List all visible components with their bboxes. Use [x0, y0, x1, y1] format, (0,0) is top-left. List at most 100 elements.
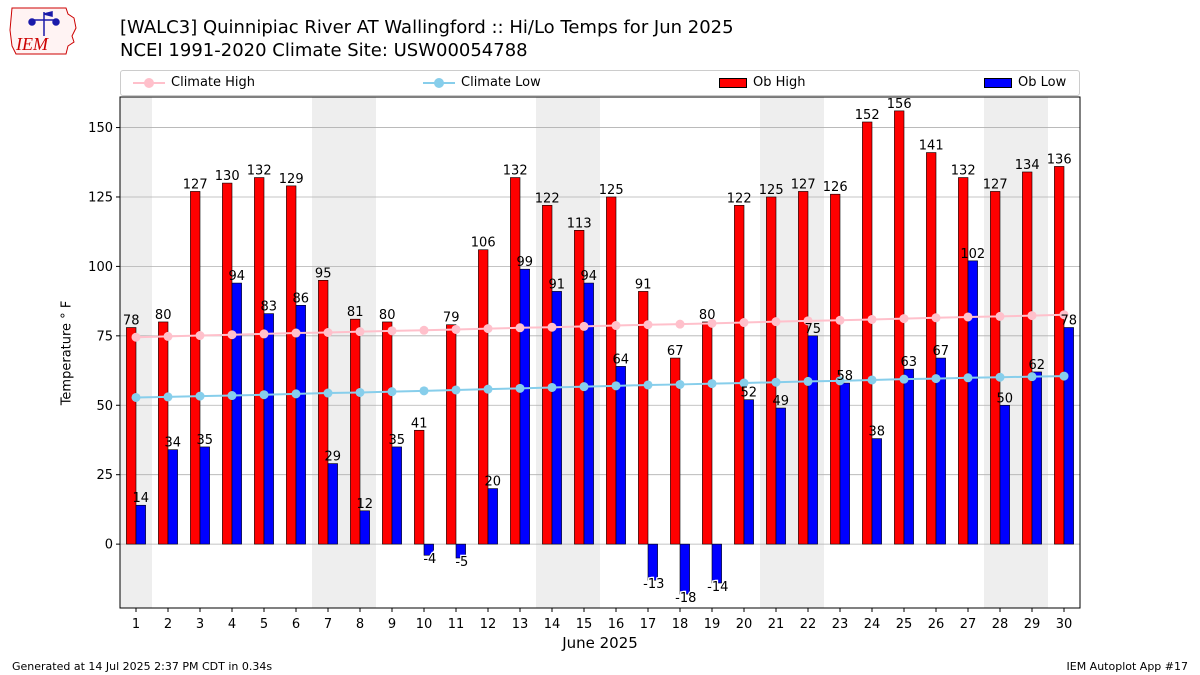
ob-high-label: 141: [919, 139, 944, 154]
ob-high-bar: [990, 191, 1001, 545]
climate-high-point: [195, 331, 205, 341]
climate-low-point: [675, 379, 685, 389]
ob-low-label: 83: [261, 300, 278, 315]
ob-low-label: 78: [1061, 314, 1078, 329]
legend-climate-high: Climate High: [133, 75, 255, 90]
ob-low-bar: [807, 335, 818, 545]
x-tick-label: 10: [416, 617, 433, 632]
ob-high-bar: [446, 324, 457, 545]
ob-high-bar: [382, 321, 393, 545]
climate-lines: [131, 310, 1069, 402]
climate-high-swatch-icon: [133, 76, 165, 90]
ob-low-label: 62: [1029, 358, 1046, 373]
climate-low-point: [483, 384, 493, 394]
ob-high-bar: [414, 429, 425, 545]
climate-low-point: [707, 379, 717, 389]
ob-low-label: 94: [229, 269, 246, 284]
climate-high-point: [867, 314, 877, 324]
ob-high-bar: [542, 205, 553, 545]
ob-low-bar: [871, 438, 882, 545]
x-tick-label: 15: [576, 617, 593, 632]
weekend-band: [312, 97, 376, 608]
ob-low-bar: [167, 449, 178, 545]
ob-low-label: 75: [805, 322, 822, 337]
legend-ob-low: Ob Low: [984, 75, 1066, 90]
ob-high-bar: [734, 205, 745, 545]
climate-low-point: [995, 372, 1005, 382]
ob-low-label: 35: [197, 433, 214, 448]
ob-low-bar: [551, 291, 562, 545]
y-tick-label: 0: [105, 538, 113, 553]
x-axis-label: June 2025: [562, 634, 638, 652]
x-tick-label: 26: [928, 617, 945, 632]
climate-high-point: [291, 328, 301, 338]
legend-climate-high-label: Climate High: [171, 75, 256, 90]
ob-low-label: 50: [997, 391, 1014, 406]
x-tick-label: 25: [896, 617, 913, 632]
climate-high-point: [483, 324, 493, 334]
ob-high-bar: [318, 279, 329, 545]
ob-low-label: 29: [325, 450, 342, 465]
ob-low-label: 52: [741, 386, 758, 401]
x-tick-label: 5: [260, 617, 268, 632]
ob-high-bar: [606, 196, 617, 545]
climate-high-point: [419, 325, 429, 335]
ob-low-bar: [295, 304, 306, 545]
ob-low-bar: [263, 313, 274, 545]
ob-low-bar: [391, 446, 402, 545]
app-label: IEM Autoplot App #17: [1066, 660, 1189, 673]
ob-low-label: 99: [517, 255, 534, 270]
x-tick-label: 29: [1024, 617, 1041, 632]
climate-high-point: [803, 316, 813, 326]
climate-high-point: [963, 312, 973, 322]
climate-high-point: [387, 326, 397, 336]
climate-high-point: [931, 313, 941, 323]
ob-high-label: 80: [155, 308, 172, 323]
climate-low-line: [135, 375, 1065, 399]
x-tick-label: 9: [388, 617, 396, 632]
iem-logo: IEM: [9, 7, 77, 55]
ob-high-label: 152: [855, 108, 880, 123]
ob-low-bar: [135, 504, 146, 545]
ob-high-bar: [958, 177, 969, 545]
ob-high-bar: [574, 230, 585, 545]
climate-low-point: [323, 388, 333, 398]
ob-high-label: 127: [983, 177, 1008, 192]
ob-high-label: 91: [635, 277, 652, 292]
ob-high-label: 132: [247, 164, 272, 179]
x-tick-label: 22: [800, 617, 817, 632]
climate-low-point: [419, 386, 429, 396]
x-tick-label: 13: [512, 617, 529, 632]
ob-high-bar: [222, 182, 233, 545]
climate-low-point: [547, 382, 557, 392]
climate-high-point: [579, 321, 589, 331]
ob-high-bar: [1022, 171, 1033, 545]
ob-low-bar: [519, 268, 530, 545]
climate-high-point: [835, 315, 845, 325]
ob-high-label: 41: [411, 416, 428, 431]
x-tick-label: 7: [324, 617, 332, 632]
ob-high-label: 95: [315, 266, 332, 281]
ob-low-label: 49: [773, 394, 790, 409]
ob-low-bar: [775, 407, 786, 545]
climate-high-point: [515, 323, 525, 333]
ob-high-label: 113: [567, 216, 592, 231]
y-axis-label: Temperature ° F: [59, 300, 75, 406]
x-tick-label: 17: [640, 617, 657, 632]
ob-low-label: -4: [423, 552, 436, 567]
y-tick-label: 125: [88, 190, 113, 205]
ob-high-bar: [926, 152, 937, 545]
climate-low-point: [515, 383, 525, 393]
climate-high-point: [227, 330, 237, 340]
ob-low-bar: [1063, 327, 1074, 545]
x-tick-label: 12: [480, 617, 497, 632]
climate-low-point: [227, 391, 237, 401]
ob-low-bar: [359, 510, 370, 545]
climate-high-point: [739, 318, 749, 328]
ob-low-bar: [743, 399, 754, 545]
y-tick-label: 25: [96, 468, 113, 483]
climate-high-point: [611, 321, 621, 331]
legend-climate-low: Climate Low: [423, 75, 541, 90]
climate-low-point: [643, 380, 653, 390]
